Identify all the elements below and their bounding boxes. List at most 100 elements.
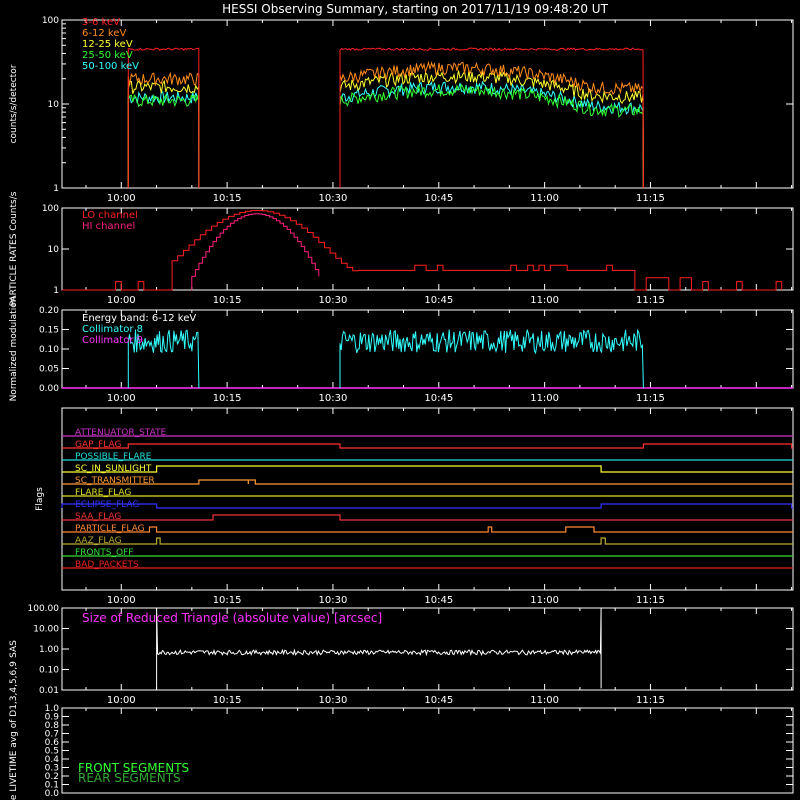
panel-0-time-label: 10:15 [213, 193, 242, 204]
page-title: HESSI Observing Summary, starting on 201… [222, 2, 608, 16]
legend-entry: Collimator 9 [82, 335, 143, 346]
panel-4-ytick-label: 10.00 [33, 625, 59, 635]
series-25-50-kev-line [339, 83, 644, 189]
panel-4-ylabel: SAS [9, 640, 19, 658]
panel-5-ytick-label: 0.1 [45, 781, 59, 791]
panel-4-time-label: 10:00 [107, 695, 136, 706]
flag-label: PARTICLE_FLAG [75, 524, 145, 534]
series-3-6-kev-line [339, 47, 644, 189]
flags-ylabel: Flags [35, 487, 45, 511]
flag-aaz-flag-line [62, 537, 793, 545]
flag-label: FRONTS_OFF [75, 548, 133, 558]
panel-1-time-label: 10:15 [213, 295, 242, 306]
energy-band-label: Energy band: 6-12 keV [82, 313, 196, 324]
legend-entry: Collimator 8 [82, 324, 143, 335]
panel-4-ytick-label: 1.00 [39, 645, 59, 655]
panel-5-ytick-label: 0.2 [45, 772, 59, 782]
panel-0-frame [61, 19, 794, 189]
panel-2-ytick-label: 0.15 [39, 326, 59, 336]
panel-5-ytick-label: 0.8 [45, 721, 60, 731]
flag-label: SC_IN_SUNLIGHT [75, 464, 152, 474]
panel-4-time-label: 11:15 [636, 695, 665, 706]
panel-2-time-label: 11:00 [530, 393, 559, 404]
panel-2-ytick-label: 0.10 [39, 345, 59, 355]
panel-4-ytick-label: 0.10 [39, 666, 59, 676]
flag-sc-in-sunlight-line [62, 465, 793, 473]
panel-5-ytick-label: 0.7 [45, 730, 59, 740]
legend-entry: FRONT SEGMENTS [78, 761, 189, 775]
panel-2-ylabel: Normalized modulation [9, 297, 19, 402]
series-50-100-kev-line [127, 91, 200, 189]
panel-2-ytick-label: 0.00 [39, 384, 59, 394]
series-6-12-kev-line [339, 60, 644, 189]
flag-label: FLARE_FLAG [75, 488, 131, 498]
panel-0-ytick-label: 10 [48, 100, 60, 110]
panel-1-ytick-label: 100 [42, 204, 59, 214]
flag-sc-transmitter-line [62, 479, 793, 485]
panel-1-time-label: 10:45 [424, 295, 453, 306]
panel-5-ylabel: Mon. Rate LIVETIME avg of D1,3,4,5,6,9 [9, 661, 19, 800]
panel-3-time-label: 10:00 [107, 595, 136, 606]
flag-label: BAD_PACKETS [75, 560, 139, 570]
panel-1-time-label: 11:15 [636, 295, 665, 306]
panel-1-ytick-label: 10 [48, 245, 60, 255]
panel-0-time-label: 10:00 [107, 193, 136, 204]
flag-label: POSSIBLE_FLARE [75, 452, 152, 462]
panel-3-frame [61, 407, 794, 591]
panel-1-ylabel: PARTICLE RATES Counts/s [9, 191, 19, 306]
sas-triangle-line [156, 608, 602, 689]
panel-0-ytick-label: 1 [53, 184, 59, 194]
legend-entry: 25-50 keV [82, 50, 133, 61]
legend-entry: 12-25 keV [82, 39, 133, 50]
panel-5-ytick-label: 0.4 [45, 755, 60, 765]
flag-label: ECLIPSE_FLAG [75, 500, 139, 510]
panel-4-time-label: 10:45 [424, 695, 453, 706]
panel-4-time-label: 10:15 [213, 695, 242, 706]
series-6-12-kev-line [127, 71, 200, 189]
panel-3-time-label: 11:00 [530, 595, 559, 606]
flag-saa-flag-line [62, 514, 793, 521]
panel-5-ytick-label: 0.6 [45, 738, 60, 748]
legend-entry: 50-100 keV [82, 61, 139, 72]
panel-1-time-label: 10:30 [319, 295, 348, 306]
flag-label: GAP_FLAG [75, 440, 121, 450]
legend-entry: HI channel [82, 221, 135, 232]
panel-5-ytick-label: 0.5 [45, 747, 59, 757]
lo-channel-line [62, 210, 783, 291]
flag-gap-flag-line [62, 443, 793, 449]
panel-0-time-label: 11:00 [530, 193, 559, 204]
flag-particle-flag-line [62, 526, 793, 533]
panel-1-ytick-label: 1 [53, 286, 59, 296]
legend-entry: 3-6 keV [82, 17, 120, 28]
panel-4-ytick-label: 100.00 [28, 604, 60, 614]
panel-1-time-label: 11:00 [530, 295, 559, 306]
panel-3-time-label: 11:15 [636, 595, 665, 606]
panel-5-ytick-label: 1.0 [45, 704, 60, 714]
panel-3-time-label: 10:30 [319, 595, 348, 606]
panel-0-time-label: 10:30 [319, 193, 348, 204]
flag-label: SC_TRANSMITTER [75, 476, 155, 486]
panel-2-time-label: 10:00 [107, 393, 136, 404]
series-3-6-kev-line [127, 47, 200, 189]
legend-entry: LO channel [82, 210, 138, 221]
series-25-50-kev-line [127, 93, 200, 189]
panel-4-ytick-label: 0.01 [39, 686, 59, 696]
panel-2-time-label: 10:30 [319, 393, 348, 404]
plots-layer: 10:00 10:15 10:30 10:45 11:00 11:15 counts/s/d… [9, 16, 794, 800]
legend-entry: 6-12 keV [82, 28, 126, 39]
panel-3-time-label: 10:15 [213, 595, 242, 606]
panel-0-time-label: 11:15 [636, 193, 665, 204]
panel-4-time-label: 10:30 [319, 695, 348, 706]
panel-5-ytick-label: 0.0 [45, 789, 60, 799]
panel-1-time-label: 10:00 [107, 295, 136, 306]
panel-2-time-label: 10:45 [424, 393, 453, 404]
series-12-25-kev-line [127, 79, 200, 189]
legend-entry: REAR SEGMENTS [78, 771, 181, 785]
hi-channel-line [191, 213, 320, 291]
panel-2-time-label: 11:15 [636, 393, 665, 404]
flag-label: ATTENUATOR_STATE [75, 428, 167, 438]
panel-2-time-label: 10:15 [213, 393, 242, 404]
panel-5-ytick-label: 0.3 [45, 764, 59, 774]
